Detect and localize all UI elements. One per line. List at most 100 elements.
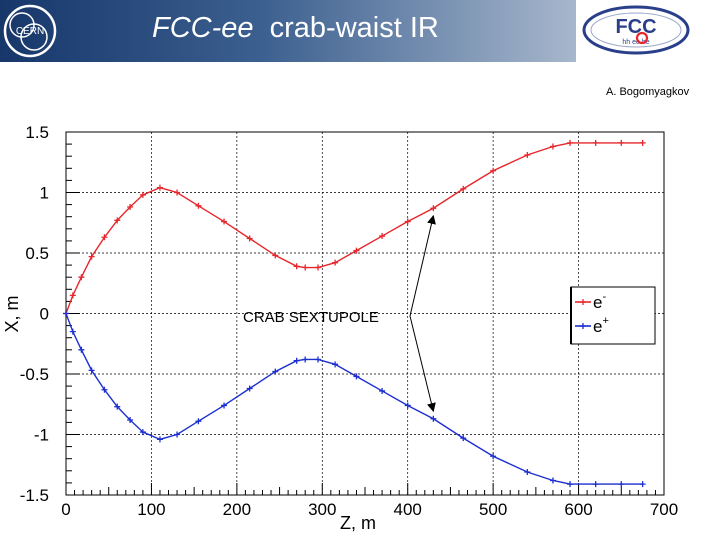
data-point bbox=[272, 252, 279, 259]
annotation-group: CRAB SEXTUPOLE bbox=[243, 214, 436, 413]
legend-marker bbox=[580, 323, 586, 329]
x-tick-label: 500 bbox=[479, 500, 507, 519]
data-point bbox=[246, 385, 253, 392]
y-tick-label: -0.5 bbox=[20, 365, 49, 384]
data-point bbox=[139, 429, 146, 436]
data-point bbox=[592, 481, 599, 488]
data-point bbox=[332, 259, 339, 266]
data-point bbox=[430, 205, 437, 212]
x-tick-label: 300 bbox=[308, 500, 336, 519]
data-point bbox=[78, 274, 85, 281]
data-point bbox=[490, 453, 497, 460]
data-point bbox=[379, 387, 386, 394]
legend: e-e+ bbox=[570, 286, 656, 345]
page-title: FCC-ee crab-waist IR bbox=[152, 14, 439, 43]
data-point bbox=[195, 202, 202, 209]
y-tick-label: -1 bbox=[34, 426, 49, 445]
data-point bbox=[549, 143, 556, 150]
data-point bbox=[490, 167, 497, 174]
x-tick-label: 0 bbox=[61, 500, 70, 519]
data-point bbox=[353, 247, 360, 254]
data-point bbox=[88, 253, 95, 260]
data-point bbox=[639, 481, 646, 488]
data-point bbox=[567, 139, 574, 146]
data-point bbox=[221, 402, 228, 409]
data-point bbox=[302, 356, 309, 363]
title-italic: FCC-ee bbox=[152, 12, 254, 44]
x-axis-label: Z, m bbox=[340, 513, 376, 533]
data-point bbox=[404, 402, 411, 409]
data-point bbox=[302, 264, 309, 271]
x-tick-label: 200 bbox=[223, 500, 251, 519]
data-point bbox=[315, 264, 322, 271]
y-tick-label: 1.5 bbox=[25, 123, 49, 142]
fcc-logo-text: FCC bbox=[615, 16, 656, 38]
fcc-logo-icon: FCC hh ee he bbox=[582, 5, 690, 55]
data-point bbox=[549, 477, 556, 484]
data-point bbox=[353, 373, 360, 380]
data-point bbox=[618, 139, 625, 146]
data-point bbox=[379, 233, 386, 240]
cern-logo-icon: CERN bbox=[3, 4, 57, 58]
x-tick-label: 400 bbox=[394, 500, 422, 519]
axis-ticks bbox=[65, 131, 665, 496]
data-point bbox=[69, 328, 76, 335]
data-point bbox=[592, 139, 599, 146]
y-tick-label: 1 bbox=[40, 184, 49, 203]
data-point bbox=[293, 263, 300, 270]
data-point bbox=[221, 218, 228, 225]
annotation-arrow-lower bbox=[409, 315, 436, 413]
data-point bbox=[174, 189, 181, 196]
y-tick-label: 0.5 bbox=[25, 244, 49, 263]
cern-logo-text: CERN bbox=[16, 26, 44, 37]
data-point bbox=[430, 415, 437, 422]
data-point bbox=[174, 431, 181, 438]
y-tick-label: -1.5 bbox=[20, 486, 49, 505]
data-point bbox=[618, 481, 625, 488]
data-point bbox=[404, 218, 411, 225]
title-rest: crab-waist IR bbox=[269, 12, 439, 44]
data-point bbox=[524, 151, 531, 158]
data-point bbox=[293, 357, 300, 364]
data-point bbox=[139, 191, 146, 198]
annotation-arrow-upper bbox=[409, 214, 436, 317]
header-bar: CERN FCC-ee crab-waist IR bbox=[0, 0, 576, 62]
data-point bbox=[78, 346, 85, 353]
y-axis-label: X, m bbox=[2, 295, 22, 332]
data-point bbox=[524, 469, 531, 476]
data-point bbox=[63, 310, 69, 317]
x-tick-label: 100 bbox=[137, 500, 165, 519]
x-tick-label: 700 bbox=[650, 500, 678, 519]
data-point bbox=[69, 292, 76, 299]
data-point bbox=[114, 217, 121, 224]
annotation-label: CRAB SEXTUPOLE bbox=[243, 309, 379, 326]
tick-labels: 0 100 200 300 400 500 600 700 1.5 1 0.5 0 -0.5 -1 -1.5 bbox=[20, 123, 678, 519]
data-point bbox=[567, 481, 574, 488]
data-point bbox=[156, 436, 163, 443]
data-point bbox=[101, 386, 108, 393]
data-point bbox=[127, 204, 134, 211]
legend-box bbox=[570, 286, 656, 345]
data-point bbox=[460, 435, 467, 442]
series-line-e-minus bbox=[65, 142, 643, 314]
data-point bbox=[195, 418, 202, 425]
data-point bbox=[460, 185, 467, 192]
x-tick-label: 600 bbox=[564, 500, 592, 519]
data-point bbox=[88, 367, 95, 374]
data-point bbox=[246, 235, 253, 242]
data-point bbox=[127, 416, 134, 423]
data-point bbox=[156, 184, 163, 191]
data-point bbox=[272, 368, 279, 375]
data-point bbox=[639, 139, 646, 146]
data-point bbox=[101, 234, 108, 241]
data-point bbox=[315, 356, 322, 363]
series-group bbox=[63, 139, 646, 488]
legend-marker bbox=[580, 299, 586, 305]
series-line-e-plus bbox=[65, 313, 643, 485]
y-tick-label: 0 bbox=[40, 305, 49, 324]
author-credit: A. Bogomyagkov bbox=[606, 86, 690, 98]
data-point bbox=[114, 403, 121, 410]
data-point bbox=[332, 361, 339, 368]
fcc-logo-subtext: hh ee he bbox=[622, 39, 649, 46]
